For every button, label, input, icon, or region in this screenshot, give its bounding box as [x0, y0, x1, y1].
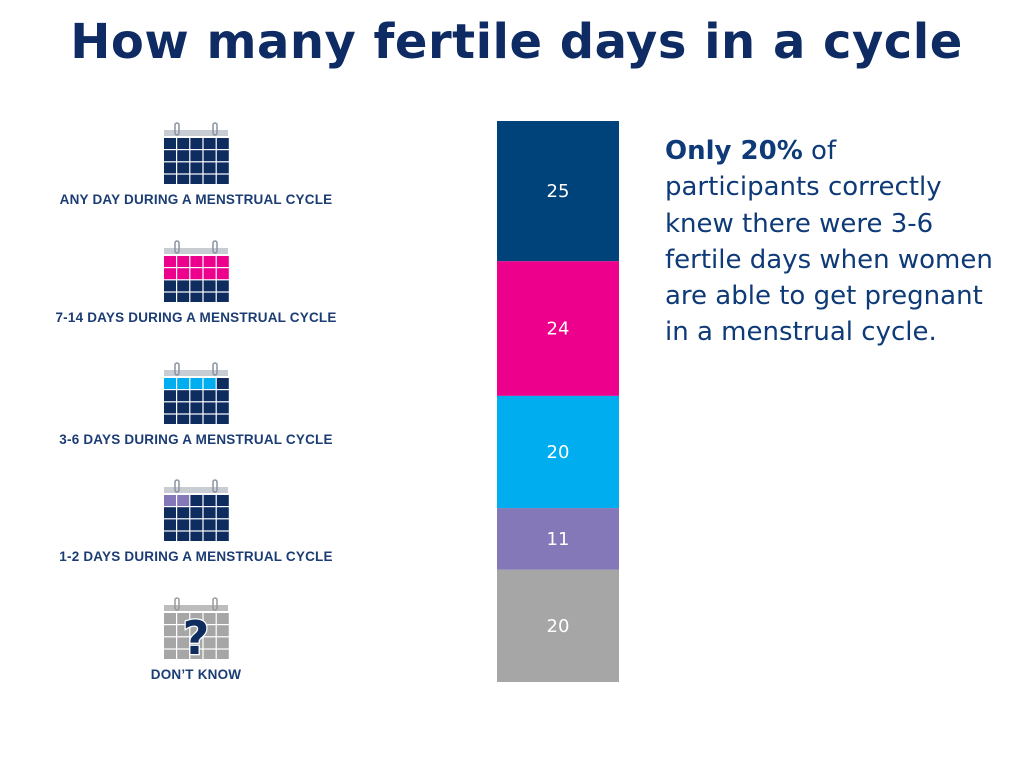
- category-label: 1-2 DAYS DURING A MENSTRUAL CYCLE: [59, 549, 333, 564]
- data-label-2: 24: [547, 319, 570, 340]
- callout-body: of participants correctly knew there wer…: [665, 136, 993, 348]
- data-label-3: 20: [547, 442, 570, 463]
- data-label-5: 20: [547, 616, 570, 637]
- category-3-6-days: 3-6 DAYS DURING A MENSTRUAL CYCLE: [40, 362, 352, 447]
- callout-text: Only 20% of participants correctly knew …: [665, 133, 995, 351]
- calendar-icon: [164, 479, 229, 541]
- category-label: ANY DAY DURING A MENSTRUAL CYCLE: [59, 192, 333, 207]
- calendar-icon: [164, 122, 229, 184]
- bar-segment-3: [497, 395, 619, 509]
- bar-segment-2: [497, 261, 619, 396]
- page-title: How many fertile days in a cycle: [70, 14, 963, 70]
- category-1-2-days: 1-2 DAYS DURING A MENSTRUAL CYCLE: [40, 479, 352, 564]
- category-7-14-days: 7-14 DAYS DURING A MENSTRUAL CYCLE: [40, 240, 352, 325]
- stacked-bar-chart: 25 24 20 11 20: [497, 121, 619, 682]
- category-any-day: ANY DAY DURING A MENSTRUAL CYCLE: [40, 122, 352, 207]
- bar-segment-5: [497, 569, 619, 682]
- category-label: DON’T KNOW: [150, 667, 242, 682]
- calendar-icon: [164, 362, 229, 424]
- bar-segment-1: [497, 121, 619, 262]
- calendar-icon: [164, 240, 229, 302]
- category-label: 7-14 DAYS DURING A MENSTRUAL CYCLE: [55, 310, 337, 325]
- data-label-4: 11: [547, 529, 570, 550]
- data-label-1: 25: [547, 181, 570, 202]
- svg-text:?: ?: [183, 611, 210, 659]
- category-dont-know: ? DON’T KNOW: [40, 597, 352, 682]
- calendar-question-icon: ?: [164, 597, 229, 659]
- callout-highlight: Only 20%: [665, 136, 803, 166]
- category-label: 3-6 DAYS DURING A MENSTRUAL CYCLE: [59, 432, 333, 447]
- bar-segment-4: [497, 508, 619, 570]
